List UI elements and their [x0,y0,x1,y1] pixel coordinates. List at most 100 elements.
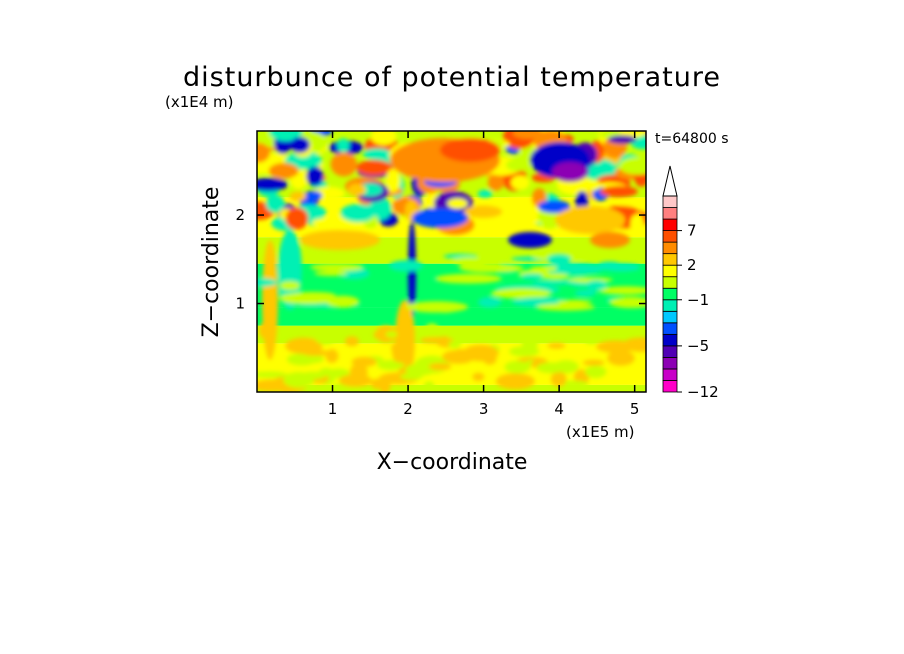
feature-253 [428,362,452,371]
y-tick-label-1: 1 [235,295,245,313]
feature-209 [547,253,572,265]
feature-156 [619,157,646,175]
colorbar-level--4 [662,322,678,335]
colorbar: −12−5−127 [662,165,719,401]
colorbar-level-2 [662,253,678,266]
feature-207 [536,303,595,311]
feature-161 [440,138,500,162]
feature-188 [389,260,423,272]
feature-122 [584,179,601,191]
colorbar-level--1 [662,287,678,301]
time-label: t=64800 s [655,131,729,147]
feature-239 [585,338,598,345]
feature-163 [552,162,588,182]
feature-99 [289,191,307,202]
feature-112 [285,151,323,170]
colorbar-level-11 [662,195,678,208]
feature-279 [400,373,423,380]
chart-title: disturbunce of potential temperature [183,62,721,93]
colorbar-level--12 [662,380,678,393]
colorbar-level-0 [662,276,678,289]
colorbar-level-1 [662,264,678,278]
x-tick-label-1: 1 [328,400,338,418]
x-tick-label-3: 3 [479,400,489,418]
y-tick-label-2: 2 [235,206,245,224]
colorbar-label-2: 2 [687,256,697,274]
feature-267 [487,327,503,342]
x-unit-label: (x1E5 m) [566,423,635,441]
feature-208 [453,257,486,265]
feature-270 [258,322,270,339]
colorbar-label--5: −5 [687,337,709,355]
feature-146 [285,207,309,230]
feature-66 [370,131,397,146]
y-unit-label: (x1E4 m) [165,93,234,111]
feature-245 [286,353,317,366]
feature-255 [377,360,405,370]
feature-220 [582,359,605,366]
colorbar-level--5 [662,333,678,347]
feature-117 [268,162,299,179]
feature-65 [303,190,323,201]
feature-139 [385,168,401,193]
colorbar-level--3 [662,310,678,324]
x-axis: 1 2 3 4 5 [328,131,640,418]
feature-274 [385,331,398,338]
feature-238 [423,381,435,392]
colorbar-label--1: −1 [687,291,709,309]
feature-272 [351,356,377,367]
feature-260 [424,323,440,338]
plot-area [257,131,646,392]
x-tick-label-5: 5 [630,400,640,418]
feature-252 [521,333,539,352]
feature-215 [314,271,348,276]
feature-107 [630,213,644,236]
feature-58 [363,148,392,161]
x-tick-label-2: 2 [403,400,413,418]
colorbar-level--8 [662,357,678,370]
feature-271 [300,371,326,380]
feature-180 [478,297,502,308]
band-3 [257,307,646,326]
feature-203 [278,292,339,304]
feature-278 [447,331,463,349]
feature-211 [555,264,578,274]
feature-113 [447,198,468,209]
plot-frame [256,130,647,393]
feature-171 [555,206,625,234]
feature-78 [356,160,393,176]
colorbar-level-5 [662,230,678,243]
feature-166 [290,137,310,153]
feature-282 [442,350,475,364]
feature-120 [599,185,638,198]
feature-168 [262,240,278,360]
feature-202 [310,263,364,272]
feature-70 [505,158,531,172]
feature-286 [420,336,454,344]
feature-191 [430,302,459,313]
colorbar-level--2 [662,299,678,312]
feature-133 [265,194,285,213]
feature-183 [609,296,646,308]
feature-199 [598,286,646,295]
feature-158 [464,205,503,218]
feature-172 [300,230,380,250]
colorbar-extend-arrow [662,165,678,197]
feature-189 [600,263,641,272]
x-axis-label: X−coordinate [377,450,528,475]
feature-140 [330,152,357,177]
colorbar-level--10 [662,368,678,381]
feature-134 [510,175,530,190]
feature-216 [557,299,593,305]
x-tick-label-4: 4 [554,400,564,418]
field-features [257,131,646,392]
feature-57 [487,174,505,191]
feature-231 [257,371,288,378]
colorbar-level--6 [662,345,678,358]
feature-149 [340,204,376,223]
feature-285 [550,371,567,387]
feature-213 [470,263,524,273]
feature-250 [504,360,531,374]
feature-214 [435,273,502,284]
feature-287 [536,362,566,374]
